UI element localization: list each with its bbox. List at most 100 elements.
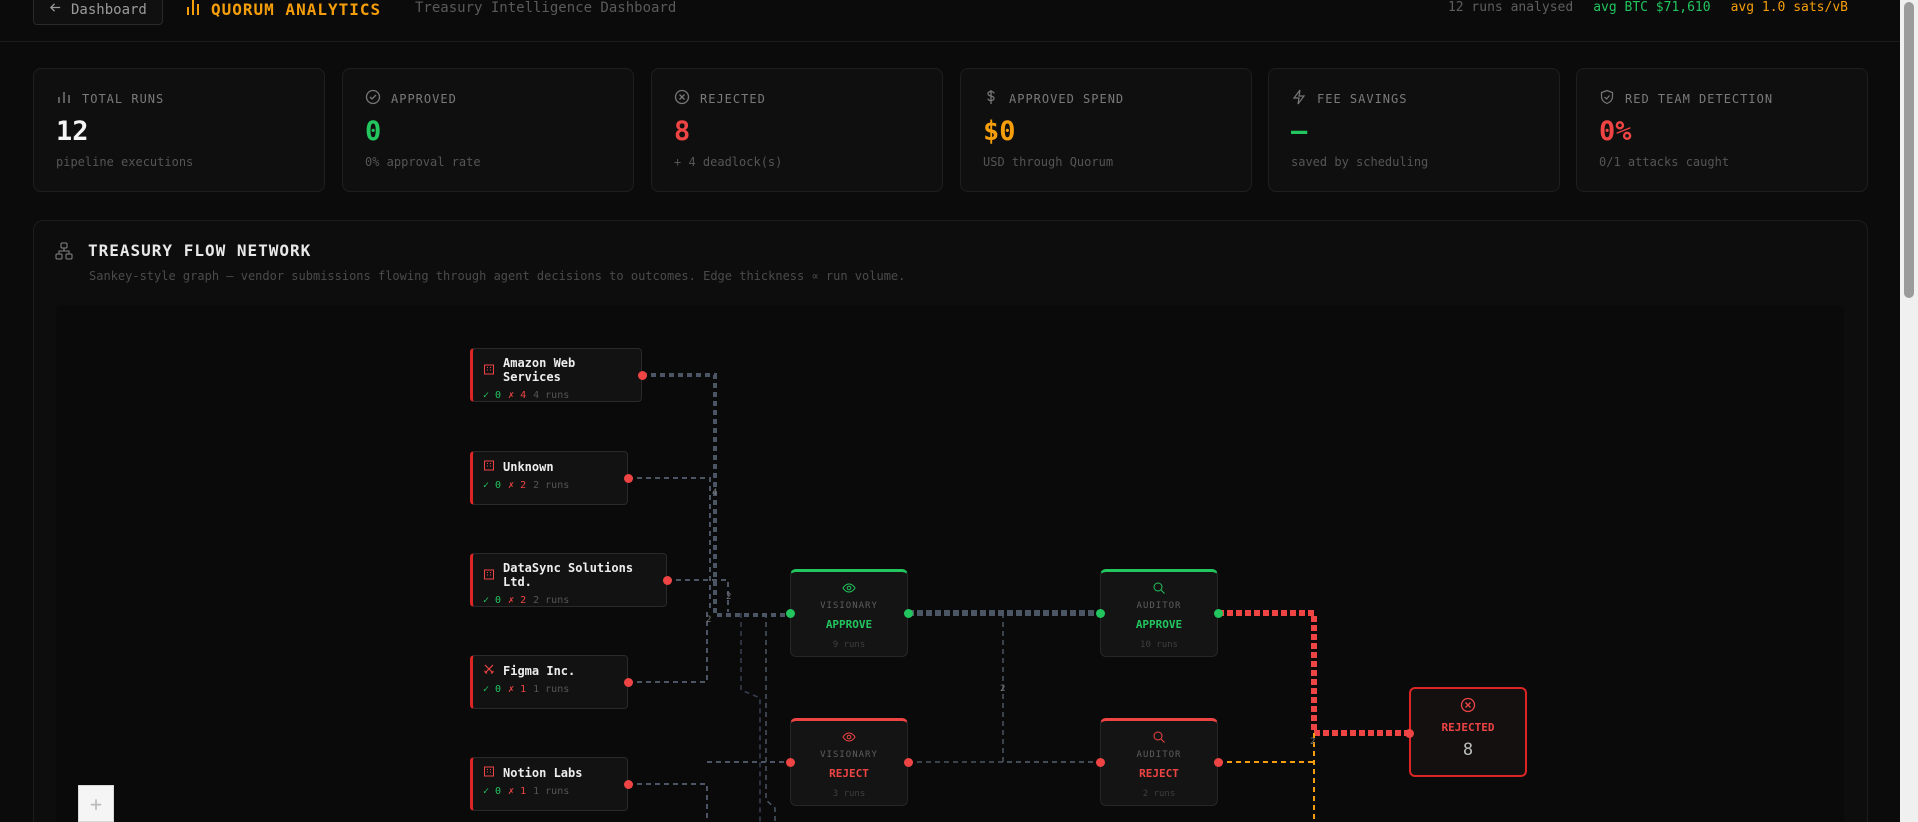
- edge-aapprove-rejected: [1218, 610, 1409, 736]
- port-dot: [904, 758, 913, 767]
- stat-card-total-runs: TOTAL RUNS 12 pipeline executions: [33, 68, 325, 192]
- agent-node-visionary-approve[interactable]: VISIONARY APPROVE 9 runs: [790, 569, 908, 657]
- runs-analysed: 12 runs analysed: [1447, 0, 1574, 15]
- run-count: 4 runs: [533, 390, 570, 401]
- x-circle-icon: [1460, 697, 1476, 717]
- agent-decision: APPROVE: [825, 618, 873, 631]
- port-dot: [1405, 729, 1414, 738]
- stat-card-red-team: RED TEAM DETECTION 0% 0/1 attacks caught: [1576, 68, 1868, 192]
- port-dot: [624, 678, 633, 687]
- panel-title: TREASURY FLOW NETWORK: [88, 241, 312, 260]
- agent-runs: 9 runs: [832, 640, 866, 650]
- brand-subtitle: Treasury Intelligence Dashboard: [415, 0, 677, 16]
- agent-runs: 3 runs: [832, 789, 866, 799]
- top-header: Dashboard QUORUM ANALYTICS Treasury Inte…: [0, 0, 1900, 42]
- stat-sub: 0% approval rate: [365, 155, 481, 169]
- agent-decision: REJECT: [829, 767, 869, 780]
- edge-notion: [628, 783, 708, 822]
- vendor-name: DataSync Solutions Ltd.: [503, 561, 634, 589]
- run-count: 2 runs: [533, 480, 570, 491]
- approved-count: ✓ 0: [483, 390, 502, 401]
- agent-role: VISIONARY: [820, 750, 878, 760]
- building-icon: [483, 765, 495, 780]
- stat-value: $0: [983, 116, 1016, 147]
- stat-label: REJECTED: [700, 91, 766, 106]
- port-dot: [786, 609, 795, 618]
- bar-chart-icon: [185, 0, 201, 20]
- rejected-count: ✗ 2: [508, 480, 527, 491]
- agent-node-visionary-reject[interactable]: VISIONARY REJECT 3 runs: [790, 718, 908, 806]
- flow-canvas[interactable]: [56, 305, 1844, 822]
- port-dot: [624, 474, 633, 483]
- edge-label: 2: [1000, 684, 1006, 694]
- agent-decision: REJECT: [1139, 767, 1179, 780]
- edge-branch-1: [765, 613, 776, 822]
- stat-sub: 0/1 attacks caught: [1599, 155, 1730, 169]
- scrollbar-thumb[interactable]: [1904, 2, 1914, 298]
- zoom-in-button[interactable]: +: [78, 785, 114, 822]
- vendor-node-datasync[interactable]: DataSync Solutions Ltd. ✓ 0 ✗ 2 2 runs: [470, 553, 667, 607]
- edge-aws: [642, 373, 790, 617]
- vendor-node-unknown[interactable]: Unknown ✓ 0 ✗ 2 2 runs: [470, 451, 628, 505]
- stat-card-fee-savings: FEE SAVINGS — saved by scheduling: [1268, 68, 1560, 192]
- stat-sub: + 4 deadlock(s): [674, 155, 783, 169]
- back-to-dashboard-button[interactable]: Dashboard: [33, 0, 163, 25]
- agent-role: AUDITOR: [1136, 750, 1182, 760]
- port-dot: [1096, 609, 1105, 618]
- stat-label: TOTAL RUNS: [82, 91, 165, 106]
- header-metrics: 12 runs analysed avg BTC $71,610 avg 1.0…: [1448, 0, 1848, 15]
- agent-runs: 10 runs: [1140, 640, 1178, 650]
- agent-role: VISIONARY: [820, 601, 878, 611]
- rejected-count: ✗ 1: [508, 786, 527, 797]
- vendor-node-aws[interactable]: Amazon Web Services ✓ 0 ✗ 4 4 runs: [470, 348, 642, 402]
- building-icon: [483, 459, 495, 474]
- port-dot: [904, 609, 913, 618]
- agent-node-auditor-reject[interactable]: AUDITOR REJECT 2 runs: [1100, 718, 1218, 806]
- edge-branch-2: [740, 613, 761, 822]
- building-icon: [483, 568, 495, 583]
- port-dot: [638, 371, 647, 380]
- edge-label: 2: [726, 592, 732, 602]
- stat-card-rejected: REJECTED 8 + 4 deadlock(s): [651, 68, 943, 192]
- stat-sub: saved by scheduling: [1291, 155, 1429, 169]
- stat-card-approved: APPROVED 0 0% approval rate: [342, 68, 634, 192]
- rejected-count: ✗ 2: [508, 595, 527, 606]
- run-count: 1 runs: [533, 786, 570, 797]
- vendor-node-figma[interactable]: Figma Inc. ✓ 0 ✗ 1 1 runs: [470, 655, 628, 709]
- stat-label: APPROVED SPEND: [1009, 91, 1125, 106]
- run-count: 2 runs: [533, 595, 570, 606]
- stat-value: —: [1291, 116, 1308, 147]
- approved-count: ✓ 0: [483, 684, 502, 695]
- eye-icon: [842, 729, 856, 748]
- approved-count: ✓ 0: [483, 480, 502, 491]
- arrow-left-icon: [49, 1, 62, 18]
- port-dot: [1214, 758, 1223, 767]
- edge-vapprove-areject: [1002, 613, 1100, 763]
- magnifier-icon: [1152, 729, 1166, 748]
- back-label: Dashboard: [71, 1, 147, 18]
- avg-fee-rate: avg 1.0 sats/vB: [1730, 0, 1848, 15]
- edge-label: 2: [706, 615, 712, 625]
- lightning-icon: [1291, 89, 1307, 108]
- bar-chart-icon: [56, 89, 72, 108]
- vendor-node-notion[interactable]: Notion Labs ✓ 0 ✗ 1 1 runs: [470, 757, 628, 811]
- agent-node-auditor-approve[interactable]: AUDITOR APPROVE 10 runs: [1100, 569, 1218, 657]
- approved-count: ✓ 0: [483, 786, 502, 797]
- outcome-label: REJECTED: [1441, 721, 1495, 734]
- panel-description: Sankey-style graph — vendor submissions …: [89, 269, 906, 283]
- check-circle-icon: [365, 89, 381, 108]
- dollar-icon: [983, 89, 999, 108]
- stat-value: 0: [365, 116, 382, 147]
- rejected-count: ✗ 1: [508, 684, 527, 695]
- stat-label: RED TEAM DETECTION: [1625, 91, 1774, 106]
- building-icon: [483, 363, 495, 378]
- port-dot: [1214, 609, 1223, 618]
- page-scrollbar[interactable]: [1900, 0, 1918, 822]
- vendor-name: Amazon Web Services: [503, 356, 576, 384]
- port-dot: [663, 576, 672, 585]
- stat-value: 12: [56, 116, 89, 147]
- stat-sub: pipeline executions: [56, 155, 194, 169]
- eye-icon: [842, 580, 856, 599]
- outcome-node-rejected[interactable]: REJECTED 8: [1409, 687, 1527, 777]
